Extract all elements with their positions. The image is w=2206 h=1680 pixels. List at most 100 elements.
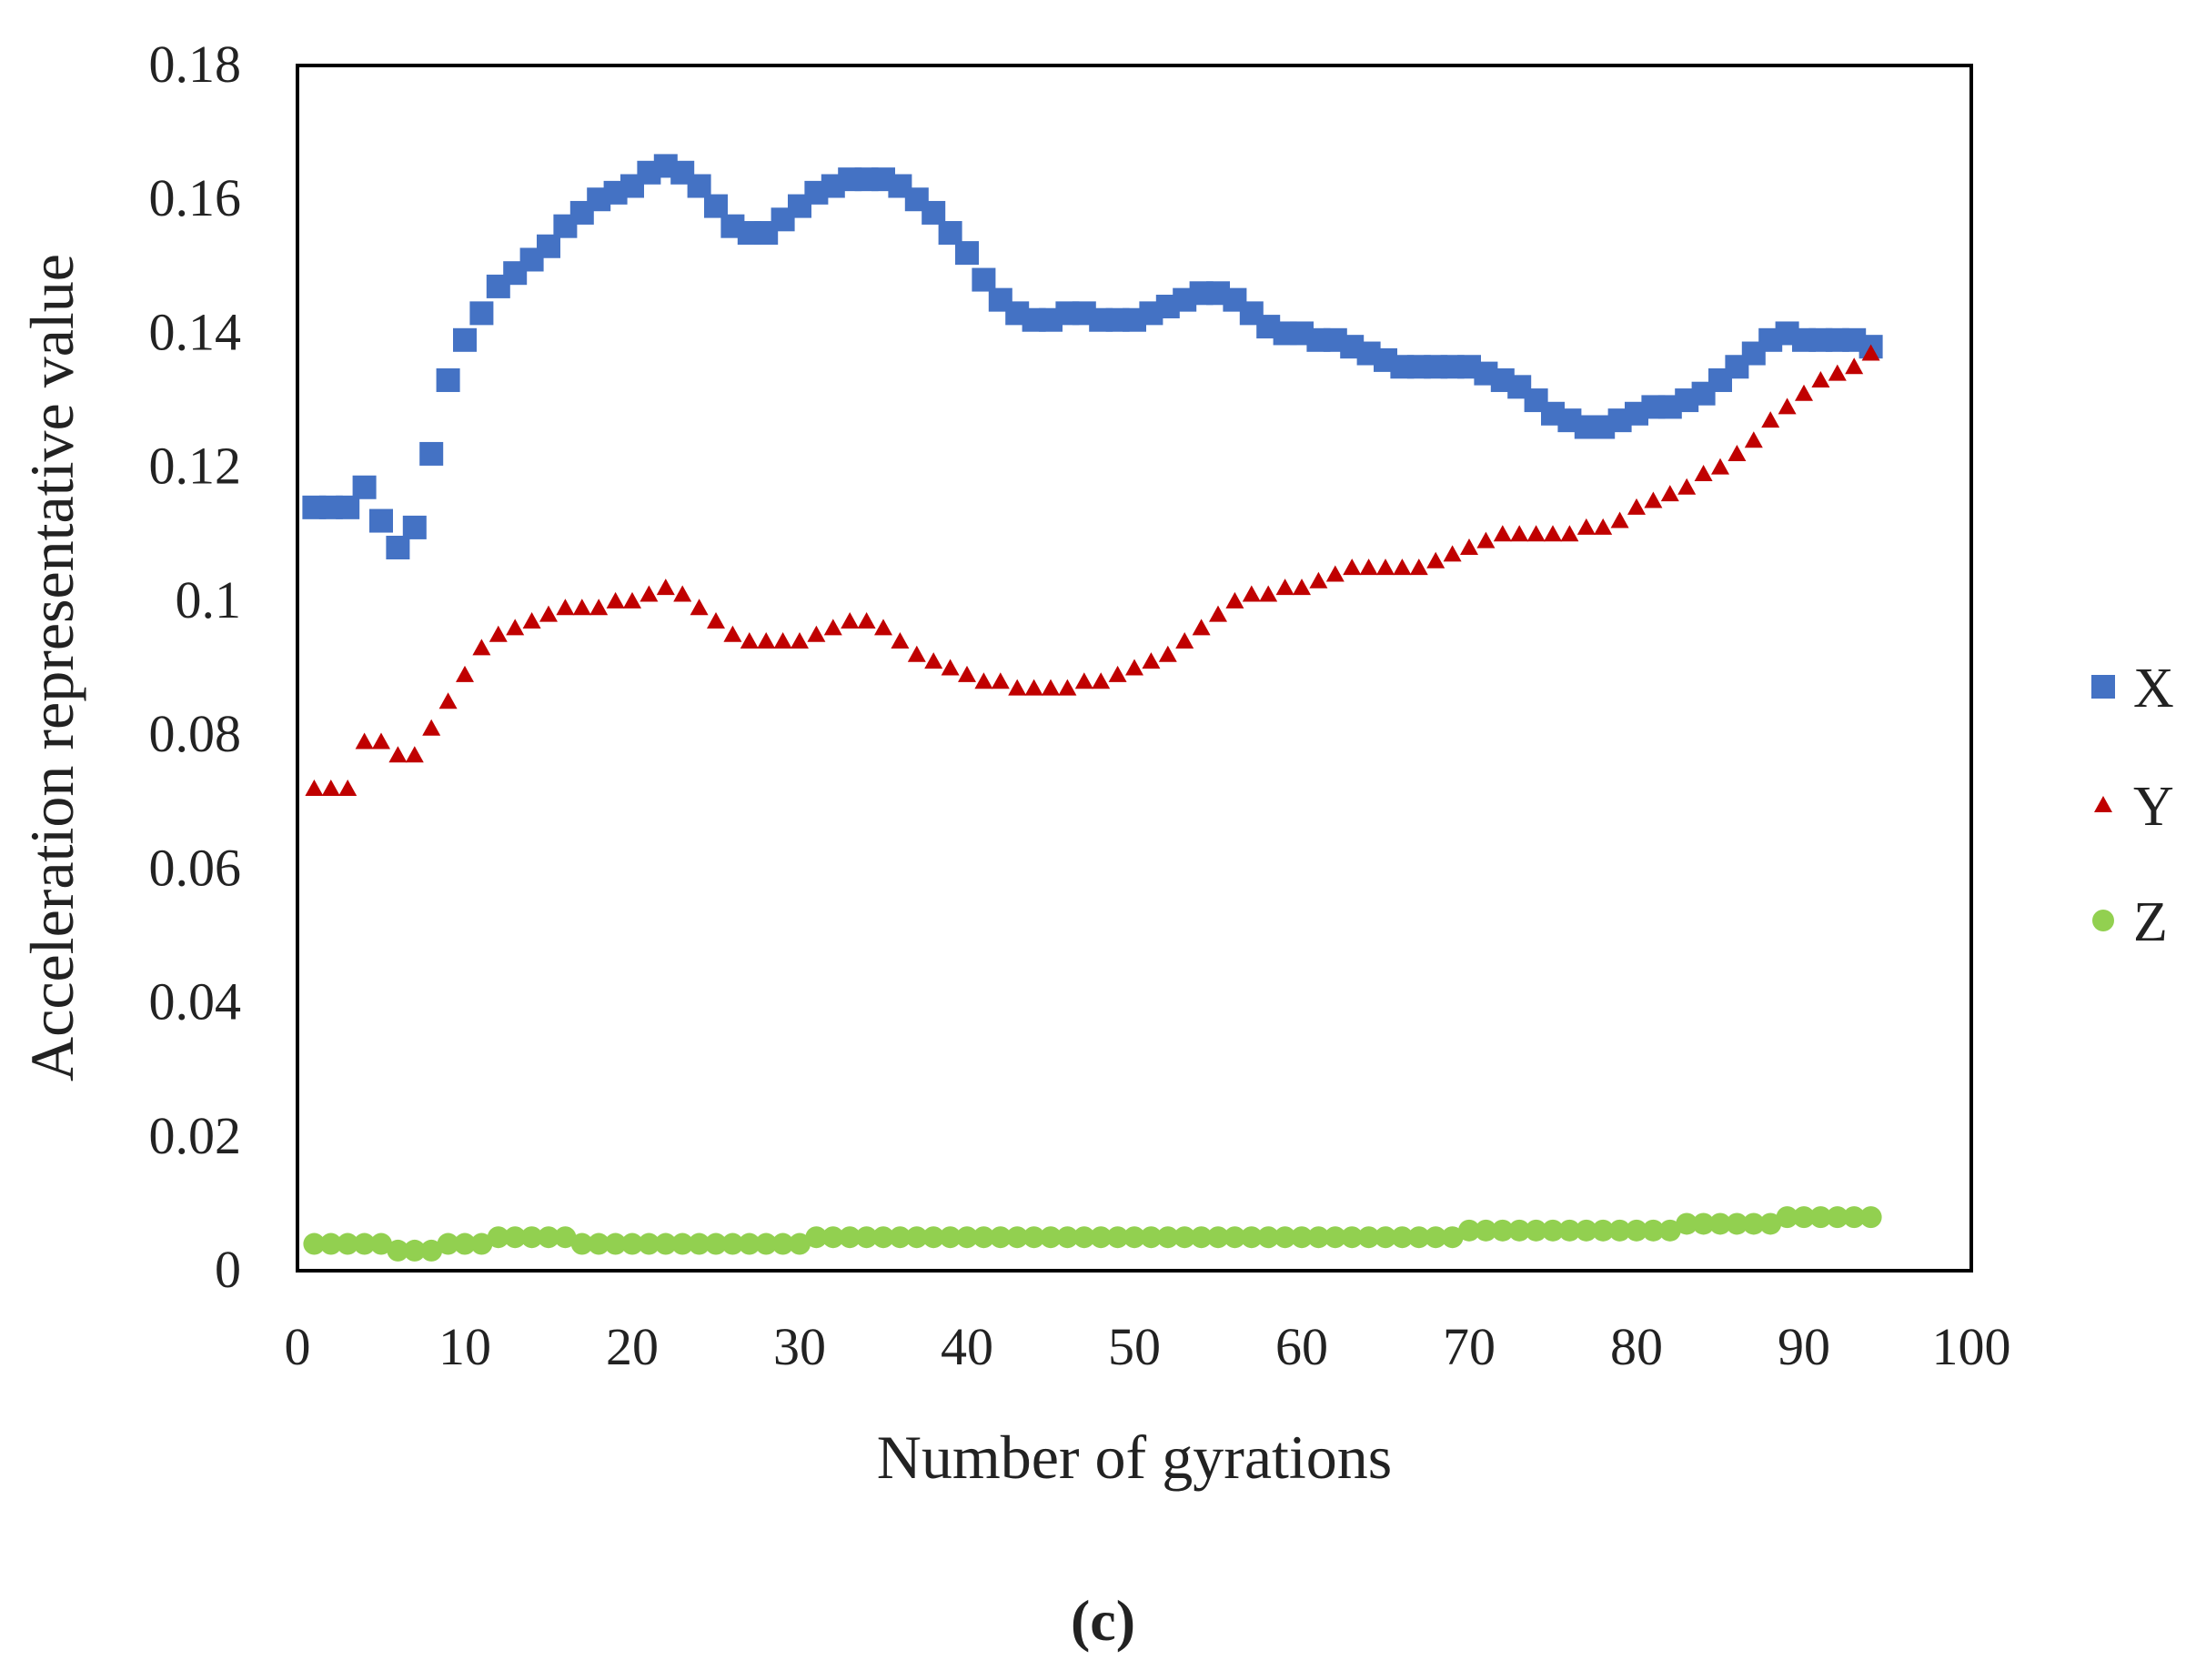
data-point-z — [1257, 1226, 1280, 1249]
data-point-y — [1092, 672, 1111, 689]
data-point-y — [1293, 578, 1311, 596]
data-point-x — [955, 241, 979, 266]
data-point-y — [1845, 357, 1864, 375]
data-point-y — [1175, 632, 1194, 649]
y-tick-label: 0.02 — [149, 1106, 242, 1165]
data-point-y — [1142, 652, 1161, 669]
data-point-z — [688, 1232, 710, 1255]
data-point-z — [638, 1232, 660, 1255]
data-point-z — [789, 1232, 811, 1255]
data-point-x — [972, 267, 996, 292]
data-point-y — [506, 619, 525, 636]
x-tick-label: 100 — [1932, 1317, 2011, 1376]
data-point-y — [606, 591, 625, 609]
data-point-z — [538, 1226, 559, 1249]
y-tick-label: 0 — [215, 1240, 241, 1299]
data-point-y — [372, 732, 390, 749]
data-point-y — [1125, 659, 1143, 676]
data-point-z — [337, 1232, 359, 1255]
y-axis-title: Acceleration representative value — [17, 254, 86, 1081]
data-point-y — [1510, 525, 1529, 542]
data-point-z — [1608, 1219, 1631, 1242]
x-tick-label: 40 — [941, 1317, 993, 1376]
legend-marker-z — [2092, 910, 2114, 931]
data-point-z — [1341, 1226, 1364, 1249]
data-point-z — [839, 1226, 861, 1249]
data-point-y — [1409, 558, 1428, 576]
data-point-y — [556, 599, 575, 616]
data-point-y — [1594, 518, 1613, 535]
data-point-y — [723, 625, 742, 642]
data-point-z — [805, 1226, 828, 1249]
x-tick-label: 10 — [438, 1317, 491, 1376]
data-point-y — [1008, 679, 1027, 696]
data-point-z — [1525, 1219, 1547, 1242]
data-point-z — [1090, 1226, 1113, 1249]
data-point-z — [1156, 1226, 1179, 1249]
x-tick-label: 90 — [1778, 1317, 1830, 1376]
x-axis-title: Number of gyrations — [877, 1423, 1393, 1492]
data-point-y — [1242, 585, 1261, 602]
data-point-y — [1192, 619, 1211, 636]
data-point-z — [889, 1226, 912, 1249]
data-point-z — [387, 1239, 409, 1262]
data-point-y — [823, 619, 842, 636]
data-point-y — [1376, 558, 1395, 576]
data-point-z — [1759, 1212, 1782, 1235]
data-point-y — [321, 780, 340, 796]
data-point-x — [938, 221, 962, 246]
data-point-z — [1040, 1226, 1062, 1249]
data-point-y — [589, 599, 609, 616]
data-point-x — [704, 194, 728, 218]
data-point-z — [1441, 1226, 1464, 1249]
data-point-z — [353, 1232, 376, 1255]
x-tick-label: 70 — [1443, 1317, 1496, 1376]
data-point-y — [1042, 679, 1060, 696]
data-point-z — [1123, 1226, 1145, 1249]
data-point-y — [1795, 384, 1813, 401]
data-point-y — [1560, 525, 1579, 542]
data-point-z — [1224, 1226, 1246, 1249]
data-point-z — [1809, 1206, 1832, 1229]
data-point-y — [673, 585, 692, 602]
data-point-z — [1425, 1226, 1447, 1249]
data-point-y — [958, 665, 976, 682]
legend-label-x: X — [2133, 658, 2174, 719]
data-point-y — [1209, 605, 1227, 622]
data-point-z — [1626, 1219, 1647, 1242]
data-point-y — [1694, 465, 1713, 482]
data-point-y — [640, 585, 659, 602]
y-tick-label: 0.14 — [149, 302, 242, 361]
data-point-y — [1309, 571, 1328, 589]
data-point-z — [1859, 1206, 1882, 1229]
y-axis-ticks: 0 0.02 0.04 0.06 0.08 0.1 0.12 0.14 0.16 0.18 — [149, 35, 242, 1299]
x-tick-label: 0 — [285, 1317, 311, 1376]
data-point-z — [1056, 1226, 1079, 1249]
data-point-y — [539, 605, 558, 622]
data-point-y — [1074, 672, 1093, 689]
data-point-z — [1357, 1226, 1380, 1249]
data-point-y — [1325, 565, 1345, 582]
data-points — [302, 154, 1883, 1262]
data-point-z — [1274, 1226, 1296, 1249]
data-point-z — [1676, 1212, 1698, 1235]
data-point-z — [1508, 1219, 1531, 1242]
data-point-y — [1108, 665, 1127, 682]
data-point-z — [1022, 1226, 1045, 1249]
data-point-z — [654, 1232, 677, 1255]
series-z-points — [303, 1206, 1882, 1262]
data-point-z — [370, 1232, 392, 1255]
legend: XYZ — [2091, 658, 2174, 953]
data-point-x — [537, 234, 560, 258]
data-point-z — [1776, 1206, 1798, 1229]
data-point-y — [1426, 551, 1445, 568]
data-point-z — [956, 1226, 978, 1249]
data-point-y — [1778, 397, 1797, 415]
data-point-z — [437, 1232, 459, 1255]
y-tick-label: 0.1 — [176, 570, 242, 629]
data-point-z — [1324, 1226, 1346, 1249]
data-point-y — [338, 780, 358, 796]
data-point-x — [352, 475, 377, 499]
data-point-z — [303, 1232, 326, 1255]
y-tick-label: 0.08 — [149, 704, 242, 763]
